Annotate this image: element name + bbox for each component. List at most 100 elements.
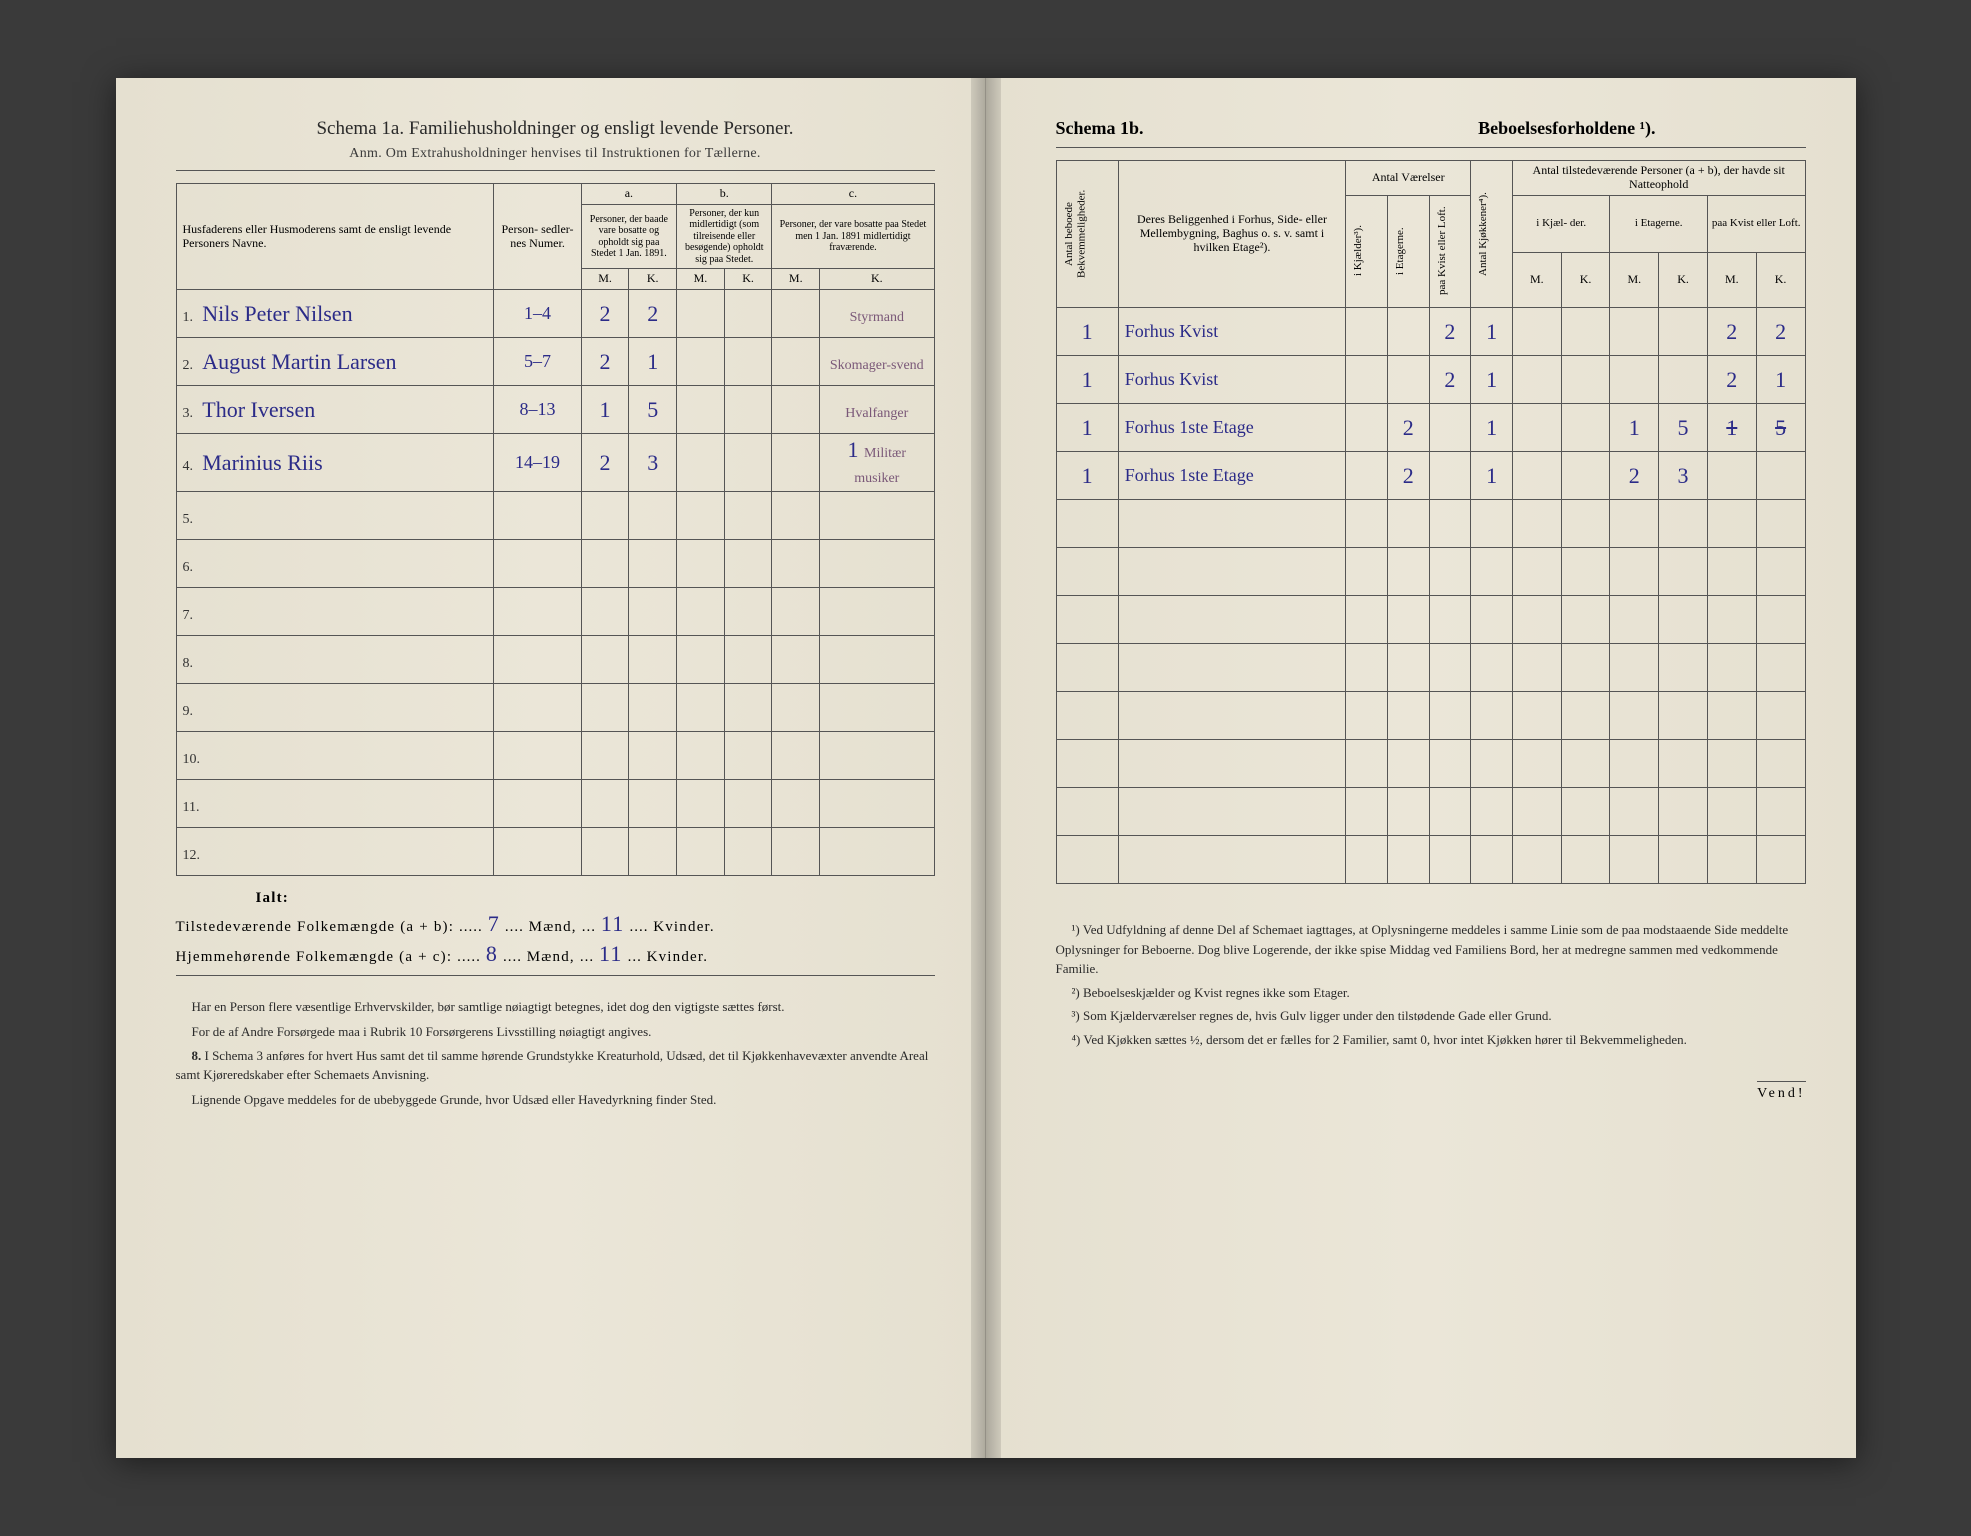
kjok-cell [1471, 644, 1513, 692]
maend-label: Mænd, [529, 919, 577, 935]
n1k-cell [1561, 548, 1610, 596]
b-m-cell [677, 683, 725, 731]
table-row: 4. Marinius Riis14–19231 Militær musiker [176, 434, 934, 492]
c-k-cell: Hvalfanger [820, 386, 934, 434]
bek-cell [1056, 644, 1118, 692]
kvinder-label: Kvinder. [653, 919, 715, 935]
dots: ..... [459, 919, 483, 935]
n3m-cell: 1 [1707, 404, 1756, 452]
sum2-m: 8 [486, 941, 498, 966]
belig-cell [1118, 836, 1346, 884]
n2k-cell [1659, 356, 1708, 404]
n1k-cell [1561, 836, 1610, 884]
dots: ..... [457, 949, 481, 965]
c-k-cell [820, 635, 934, 683]
table-row: 6. [176, 539, 934, 587]
b-k-cell [724, 338, 772, 386]
table-row: 1Forhus 1ste Etage2123 [1056, 452, 1805, 500]
a-k-cell [629, 683, 677, 731]
group-c-header: c. [772, 184, 934, 205]
dots: ... [628, 949, 647, 965]
vaer-sub1: i Kjælder³). [1350, 201, 1367, 301]
n3m-cell [1707, 836, 1756, 884]
sum2-label: Hjemmehørende Folkemængde (a + c): [176, 949, 453, 965]
kv-cell [1429, 404, 1471, 452]
c-m-cell [772, 491, 820, 539]
sum2-k: 11 [599, 941, 623, 966]
footnote-4: ⁴) Ved Kjøkken sættes ½, dersom det er f… [1056, 1030, 1806, 1050]
instructions-block: Har en Person flere væsentlige Erhvervsk… [176, 998, 935, 1110]
a-k-cell: 3 [629, 434, 677, 492]
schema-1b-title-b: Beboelsesforholdene ¹). [1478, 118, 1655, 139]
group-a-header: a. [581, 184, 676, 205]
n1m-cell [1512, 692, 1561, 740]
n3k-cell [1756, 788, 1805, 836]
n3k-cell [1756, 500, 1805, 548]
c-k-cell [820, 587, 934, 635]
person-num-cell: 1–4 [494, 290, 581, 338]
n1k-cell [1561, 596, 1610, 644]
c-m-cell [772, 683, 820, 731]
n3k-cell [1756, 548, 1805, 596]
n1m-cell [1512, 404, 1561, 452]
a-m-cell [581, 827, 629, 875]
a-m-cell [581, 635, 629, 683]
n2m-cell [1610, 740, 1659, 788]
table-1b: Antal beboede Bekvemmeligheder. Deres Be… [1056, 160, 1806, 884]
mk-header: K. [820, 269, 934, 290]
vaer-sub2: i Etagerne. [1392, 201, 1409, 301]
a-k-cell [629, 539, 677, 587]
n1k-cell [1561, 788, 1610, 836]
mk-header: M. [677, 269, 725, 290]
n1k-cell [1561, 356, 1610, 404]
a-k-cell [629, 731, 677, 779]
c-m-cell [772, 731, 820, 779]
kjok-cell [1471, 548, 1513, 596]
n1m-cell [1512, 548, 1561, 596]
kv-cell [1429, 548, 1471, 596]
n2m-cell [1610, 548, 1659, 596]
a-k-cell [629, 635, 677, 683]
n2m-cell [1610, 356, 1659, 404]
n1m-cell [1512, 500, 1561, 548]
mk-header: M. [1512, 252, 1561, 307]
n3k-cell: 2 [1756, 308, 1805, 356]
bek-cell: 1 [1056, 404, 1118, 452]
table-row [1056, 692, 1805, 740]
table-row: 1. Nils Peter Nilsen1–422 Styrmand [176, 290, 934, 338]
row-name-cell: 5. [176, 491, 494, 539]
col-vaer-header: Antal Værelser [1346, 161, 1471, 196]
b-m-cell [677, 386, 725, 434]
group-b-header: b. [677, 184, 772, 205]
col-belig-header: Deres Beliggenhed i Forhus, Side- eller … [1118, 161, 1346, 308]
table-row: 7. [176, 587, 934, 635]
row-name-cell: 10. [176, 731, 494, 779]
n3k-cell: 1 [1756, 356, 1805, 404]
group-a-text: Personer, der baade vare bosatte og opho… [581, 204, 676, 269]
bek-cell: 1 [1056, 356, 1118, 404]
person-num-cell [494, 779, 581, 827]
person-num-cell [494, 539, 581, 587]
kj-cell [1346, 500, 1388, 548]
person-num-cell: 5–7 [494, 338, 581, 386]
row-name-cell: 2. August Martin Larsen [176, 338, 494, 386]
et-cell: 2 [1387, 452, 1429, 500]
table-row: 10. [176, 731, 934, 779]
mk-header: M. [1610, 252, 1659, 307]
table-row: 1Forhus Kvist2122 [1056, 308, 1805, 356]
table-row [1056, 548, 1805, 596]
sum-line-2: Hjemmehørende Folkemængde (a + c): .....… [176, 941, 935, 967]
n3k-cell [1756, 644, 1805, 692]
c-k-cell: 1 Militær musiker [820, 434, 934, 492]
dots: ... [580, 949, 594, 965]
col-kjok-header: Antal Kjøkkener⁴). [1475, 164, 1492, 304]
c-k-cell: Styrmand [820, 290, 934, 338]
sum1-k: 11 [601, 911, 625, 936]
a-m-cell: 1 [581, 386, 629, 434]
c-m-cell [772, 539, 820, 587]
kjok-cell [1471, 596, 1513, 644]
divider [176, 170, 935, 171]
n2m-cell [1610, 836, 1659, 884]
bek-cell [1056, 836, 1118, 884]
bek-cell: 1 [1056, 452, 1118, 500]
